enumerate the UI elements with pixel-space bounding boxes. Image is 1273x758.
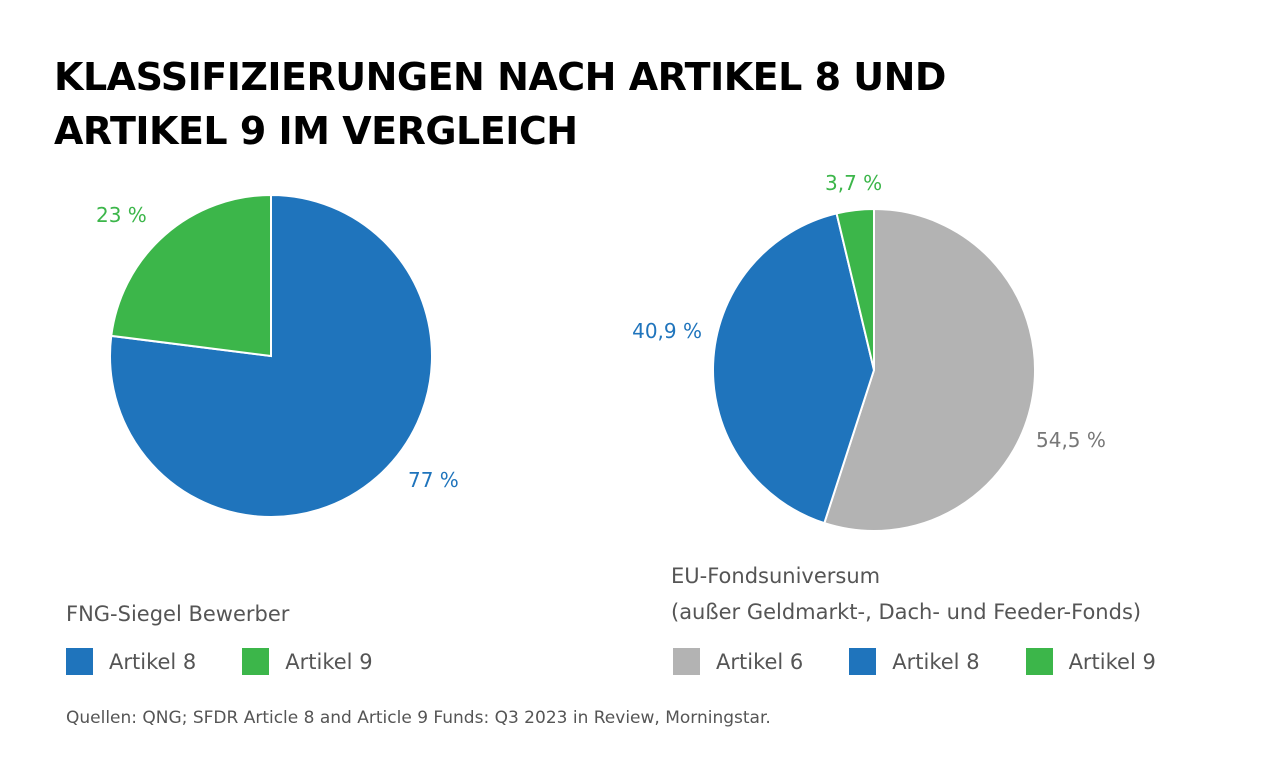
slice-label-artikel-6: 54,5 % — [1036, 428, 1106, 452]
legend-label: Artikel 8 — [109, 649, 197, 674]
title-line-2: ARTIKEL 9 IM VERGLEICH — [54, 109, 578, 153]
legend-swatch-artikel8 — [849, 648, 877, 675]
caption-eu-line-2: (außer Geldmarkt-, Dach- und Feeder-Fond… — [671, 600, 1142, 624]
chart-title: KLASSIFIZIERUNGEN NACH ARTIKEL 8 UND ART… — [54, 50, 1054, 158]
pie-chart-fng: 77 % 23 % — [96, 193, 459, 518]
legend-label: Artikel 6 — [716, 649, 804, 674]
legend-item-artikel9: Artikel 9 — [1025, 648, 1156, 675]
legend-label: Artikel 9 — [285, 649, 373, 674]
legend-fng: Artikel 8 Artikel 9 — [66, 648, 419, 675]
pie-chart-eu: 54,5 % 40,9 % 3,7 % — [632, 171, 1106, 532]
legend-swatch-artikel6 — [673, 648, 700, 675]
pie-slice-artikel-6 — [823, 207, 1036, 532]
slice-label-artikel-8: 40,9 % — [632, 319, 702, 343]
slice-label-artikel-9: 3,7 % — [825, 171, 882, 195]
pie-slice-artikel-8 — [712, 212, 876, 525]
caption-eu: EU-Fondsuniversum (außer Geldmarkt-, Dac… — [671, 558, 1141, 630]
caption-eu-line-1: EU-Fondsuniversum — [671, 564, 881, 588]
legend-swatch-artikel9 — [242, 648, 270, 675]
legend-swatch-artikel8 — [66, 648, 93, 675]
legend-item-artikel8: Artikel 8 — [849, 648, 980, 675]
legend-eu: Artikel 6 Artikel 8 Artikel 9 — [673, 648, 1202, 675]
legend-swatch-artikel9 — [1025, 648, 1053, 675]
pie-slice-artikel-9 — [110, 193, 272, 358]
legend-item-artikel9: Artikel 9 — [242, 648, 373, 675]
pie-slice-artikel-9 — [835, 207, 875, 371]
slice-label-artikel-9: 23 % — [96, 203, 147, 227]
legend-label: Artikel 8 — [892, 649, 980, 674]
slice-label-artikel-8: 77 % — [408, 468, 459, 492]
source-note: Quellen: QNG; SFDR Article 8 and Article… — [66, 708, 771, 728]
title-line-1: KLASSIFIZIERUNGEN NACH ARTIKEL 8 UND — [54, 55, 946, 99]
legend-item-artikel6: Artikel 6 — [673, 648, 803, 675]
legend-item-artikel8: Artikel 8 — [66, 648, 196, 675]
legend-label: Artikel 9 — [1068, 649, 1156, 674]
caption-fng: FNG-Siegel Bewerber — [66, 602, 290, 626]
